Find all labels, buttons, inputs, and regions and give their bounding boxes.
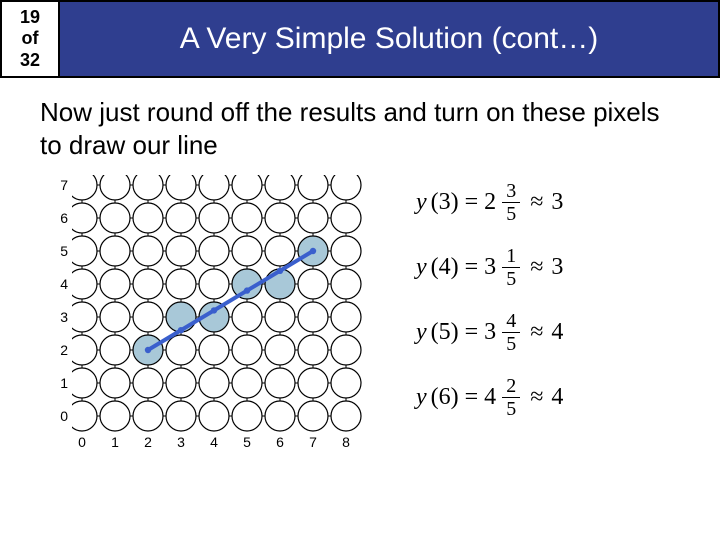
x-axis-label: 1 bbox=[105, 434, 125, 509]
y-axis-label: 4 bbox=[48, 276, 68, 292]
page-counter: 19 of 32 bbox=[0, 0, 60, 78]
slide-header: 19 of 32 A Very Simple Solution (cont…) bbox=[0, 0, 720, 78]
x-axis-label: 6 bbox=[270, 434, 290, 509]
equations-panel: y(3) = 235≈3 y(4) = 315≈3 y(5) = 345≈4 y(6)… bbox=[416, 175, 720, 505]
y-axis-label: 7 bbox=[48, 177, 68, 193]
y-axis-label: 1 bbox=[48, 375, 68, 391]
x-axis-label: 2 bbox=[138, 434, 158, 509]
equation-row: y(6) = 425≈4 bbox=[416, 376, 720, 419]
y-axis-label: 5 bbox=[48, 243, 68, 259]
slide-title: A Very Simple Solution (cont…) bbox=[60, 0, 720, 78]
pixel-grid: 01234567012345678 bbox=[48, 175, 388, 505]
x-axis-label: 3 bbox=[171, 434, 191, 509]
page-current: 19 bbox=[20, 7, 40, 29]
slide-content: 01234567012345678 y(3) = 235≈3y(4) = 315… bbox=[0, 169, 720, 505]
page-total: 32 bbox=[20, 50, 40, 72]
equation-row: y(4) = 315≈3 bbox=[416, 246, 720, 289]
y-axis-label: 2 bbox=[48, 342, 68, 358]
x-axis-label: 7 bbox=[303, 434, 323, 509]
equation-row: y(3) = 235≈3 bbox=[416, 181, 720, 224]
pixel-grid-svg bbox=[72, 175, 388, 448]
equation-row: y(5) = 345≈4 bbox=[416, 311, 720, 354]
y-axis-label: 0 bbox=[48, 408, 68, 424]
y-axis-label: 3 bbox=[48, 309, 68, 325]
page-of: of bbox=[22, 28, 39, 50]
y-axis-label: 6 bbox=[48, 210, 68, 226]
x-axis-label: 5 bbox=[237, 434, 257, 509]
slide-body-text: Now just round off the results and turn … bbox=[0, 78, 720, 169]
x-axis-label: 8 bbox=[336, 434, 356, 509]
x-axis-label: 4 bbox=[204, 434, 224, 509]
x-axis-label: 0 bbox=[72, 434, 92, 509]
